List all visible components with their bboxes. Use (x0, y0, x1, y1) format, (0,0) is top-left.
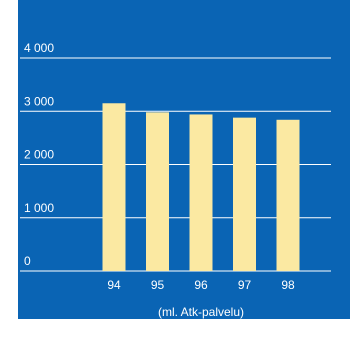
bar-95 (146, 112, 169, 271)
bar-94 (102, 103, 126, 271)
y-tick-label: 4 000 (24, 41, 54, 55)
y-tick-label: 3 000 (24, 94, 54, 108)
x-axis-caption: (ml. Atk-palvelu) (158, 305, 244, 319)
x-tick-labels: 94 95 96 97 98 (107, 278, 295, 292)
bar-98 (276, 119, 300, 272)
y-tick-labels: 0 1 000 2 000 3 000 4 000 (24, 41, 54, 268)
x-tick-label: 96 (194, 278, 208, 292)
chart-panel: 0 1 000 2 000 3 000 4 000 94 95 96 97 98 (ml. At… (18, 0, 350, 319)
x-tick-label: 94 (107, 278, 121, 292)
y-tick-label: 1 000 (24, 201, 54, 215)
y-tick-label: 0 (24, 254, 31, 268)
x-tick-label: 98 (281, 278, 295, 292)
bars (102, 103, 300, 272)
y-tick-label: 2 000 (24, 148, 54, 162)
x-tick-label: 97 (238, 278, 252, 292)
bar-97 (233, 117, 256, 271)
bar-96 (189, 114, 213, 271)
x-tick-label: 95 (151, 278, 165, 292)
bar-chart: 0 1 000 2 000 3 000 4 000 94 95 96 97 98 (ml. At… (20, 41, 331, 319)
